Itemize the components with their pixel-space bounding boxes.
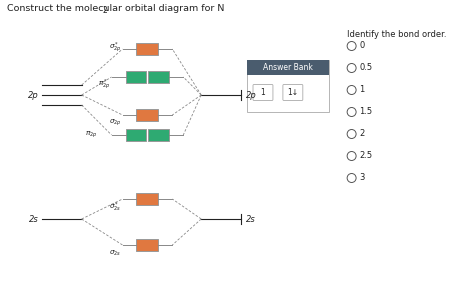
Text: $\sigma_{2p}$: $\sigma_{2p}$ xyxy=(109,118,121,128)
Text: 2: 2 xyxy=(102,6,107,15)
Text: $\pi_{2p}$: $\pi_{2p}$ xyxy=(85,130,98,140)
Text: 1↓: 1↓ xyxy=(287,88,299,97)
FancyBboxPatch shape xyxy=(137,109,158,121)
FancyBboxPatch shape xyxy=(126,129,146,141)
FancyBboxPatch shape xyxy=(247,60,328,75)
Text: 0: 0 xyxy=(360,42,365,51)
Text: $\pi^*_{2p}$: $\pi^*_{2p}$ xyxy=(98,78,110,92)
FancyBboxPatch shape xyxy=(247,60,328,112)
Text: 2: 2 xyxy=(360,129,365,139)
Text: $\sigma_{2s}$: $\sigma_{2s}$ xyxy=(109,249,121,258)
FancyBboxPatch shape xyxy=(283,84,303,100)
Text: 0.5: 0.5 xyxy=(360,63,373,73)
Text: 1: 1 xyxy=(261,88,265,97)
FancyBboxPatch shape xyxy=(137,239,158,251)
Text: 2p: 2p xyxy=(28,90,39,100)
Text: .: . xyxy=(106,4,109,13)
Text: 1.5: 1.5 xyxy=(360,108,373,117)
FancyBboxPatch shape xyxy=(253,84,273,100)
FancyBboxPatch shape xyxy=(148,129,169,141)
Text: Answer Bank: Answer Bank xyxy=(263,63,313,72)
FancyBboxPatch shape xyxy=(137,193,158,205)
Text: 2.5: 2.5 xyxy=(360,152,373,160)
FancyBboxPatch shape xyxy=(126,71,146,83)
FancyBboxPatch shape xyxy=(137,43,158,55)
Text: 2p: 2p xyxy=(246,90,257,100)
Text: 2s: 2s xyxy=(29,214,39,224)
Text: Construct the molecular orbital diagram for N: Construct the molecular orbital diagram … xyxy=(7,4,224,13)
Text: 1: 1 xyxy=(360,86,365,94)
Text: $\sigma^*_{2p}$: $\sigma^*_{2p}$ xyxy=(109,41,121,55)
FancyBboxPatch shape xyxy=(148,71,169,83)
Text: $\sigma^*_{2s}$: $\sigma^*_{2s}$ xyxy=(109,200,121,214)
Text: 2s: 2s xyxy=(246,214,256,224)
Text: Identify the bond order.: Identify the bond order. xyxy=(346,30,446,39)
Text: 3: 3 xyxy=(360,174,365,183)
